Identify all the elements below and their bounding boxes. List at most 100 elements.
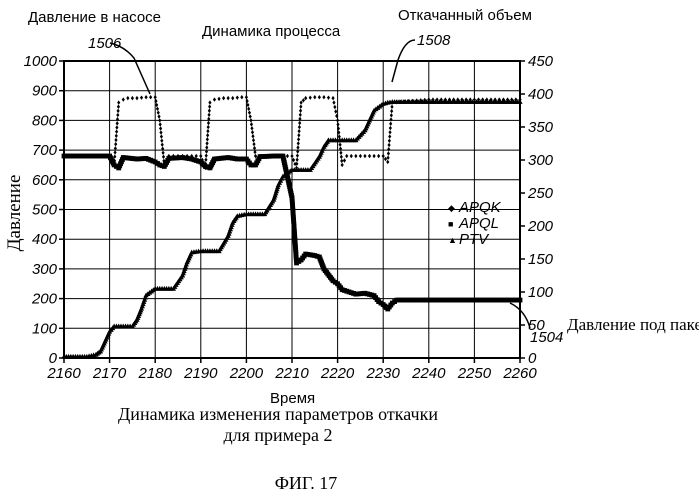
apqk-point xyxy=(161,143,164,147)
apqk-point xyxy=(213,97,216,101)
y-axis-label: Давление xyxy=(4,175,25,252)
apqk-point xyxy=(207,125,210,129)
figure-label: ФИГ. 17 xyxy=(275,473,338,493)
y-left-tick-label: 1000 xyxy=(24,53,58,70)
apqk-point xyxy=(390,109,393,113)
apqk-point xyxy=(252,142,255,146)
apqk-point xyxy=(318,95,321,99)
apqk-point xyxy=(248,110,251,114)
apqk-point xyxy=(388,130,391,134)
annotation-pump-pressure: Давление в насосе xyxy=(28,9,161,26)
apqk-point xyxy=(340,155,343,159)
apqk-point xyxy=(295,162,298,166)
apqk-point xyxy=(207,113,210,117)
apqk-point xyxy=(368,154,371,158)
apqk-point xyxy=(309,95,312,99)
apqk-point xyxy=(159,130,162,134)
apqk-point xyxy=(382,154,385,158)
apqk-point xyxy=(343,158,346,162)
apqk-point xyxy=(206,137,209,141)
apqk-point xyxy=(333,105,336,109)
x-tick-label: 2180 xyxy=(138,365,173,382)
apqk-point xyxy=(122,97,125,101)
apqk-point xyxy=(302,98,305,102)
apqk-point xyxy=(304,96,307,100)
y-right-tick-label: 300 xyxy=(528,152,554,169)
apqk-point xyxy=(389,126,392,130)
apqk-point xyxy=(299,113,302,117)
apqk-point xyxy=(331,96,334,100)
apqk-point xyxy=(158,118,161,122)
apqk-point xyxy=(205,145,208,149)
x-tick-label: 2240 xyxy=(411,365,446,382)
x-tick-label: 2210 xyxy=(274,365,309,382)
x-tick-label: 2250 xyxy=(457,365,492,382)
y-left-tick-label: 300 xyxy=(32,261,58,278)
apqk-point xyxy=(117,105,120,109)
x-tick-label: 2160 xyxy=(46,365,81,382)
y-left-tick-label: 700 xyxy=(32,142,58,159)
apqk-point xyxy=(113,150,116,154)
legend-marker-apqk: ◆ xyxy=(448,203,455,213)
legend-label-apqk: APQK xyxy=(458,199,502,216)
apqk-point xyxy=(336,122,339,126)
apqk-point xyxy=(159,126,162,130)
apql-point xyxy=(518,298,523,303)
legend-label-ptv: PTV xyxy=(459,231,490,248)
apqk-point xyxy=(217,97,220,101)
apqk-point xyxy=(340,159,343,163)
apqk-point xyxy=(384,157,387,161)
apqk-point xyxy=(160,138,163,142)
apqk-point xyxy=(206,129,209,133)
apqk-point xyxy=(388,139,391,143)
apqk-point xyxy=(156,107,159,111)
apqk-point xyxy=(135,96,138,100)
apqk-point xyxy=(116,113,119,117)
apqk-point xyxy=(231,96,234,100)
apqk-point xyxy=(157,110,160,114)
x-tick-label: 2170 xyxy=(92,365,127,382)
x-tick-label: 2190 xyxy=(183,365,218,382)
apqk-point xyxy=(386,160,389,164)
apqk-point xyxy=(157,114,160,118)
apqk-point xyxy=(144,95,147,99)
apqk-point xyxy=(354,154,357,158)
apqk-point xyxy=(299,109,302,113)
y-left-tick-label: 600 xyxy=(32,172,58,189)
apqk-point xyxy=(222,96,225,100)
apqk-point xyxy=(205,141,208,145)
y-right-tick-label: 350 xyxy=(528,119,554,136)
apqk-point xyxy=(204,158,207,162)
apqk-point xyxy=(341,163,344,167)
apqk-point xyxy=(199,154,202,158)
apqk-point xyxy=(350,154,353,158)
apqk-point xyxy=(296,158,299,162)
apqk-point xyxy=(297,141,300,145)
y-left-tick-label: 500 xyxy=(32,202,58,219)
apqk-point xyxy=(363,154,366,158)
apqk-point xyxy=(114,138,117,142)
y-left-tick-label: 900 xyxy=(32,83,58,100)
legend-label-apql: APQL xyxy=(458,215,499,232)
apqk-point xyxy=(297,133,300,137)
y-left-tick-label: 800 xyxy=(32,112,58,129)
apqk-point xyxy=(227,96,230,100)
apqk-point xyxy=(387,147,390,151)
x-tick-label: 2200 xyxy=(229,365,264,382)
apqk-point xyxy=(345,154,348,158)
legend: ◆ APQK ■ APQL ▲ PTV xyxy=(448,199,502,248)
apqk-point xyxy=(388,134,391,138)
chart-title: Динамика процесса xyxy=(202,23,341,40)
apqk-point xyxy=(338,134,341,138)
apqk-point xyxy=(332,100,335,104)
apqk-point xyxy=(249,114,252,118)
apqk-point xyxy=(236,95,239,99)
y-left-tick-label: 100 xyxy=(32,320,58,337)
apqk-point xyxy=(359,154,362,158)
y-right-tick-label: 0 xyxy=(528,350,537,367)
annotation-pump-pressure-ref: 1506 xyxy=(88,35,122,52)
apqk-point xyxy=(322,95,325,99)
y-left-tick-labels: 01002003004005006007008009001000 xyxy=(24,53,58,367)
apqk-point xyxy=(131,96,134,100)
